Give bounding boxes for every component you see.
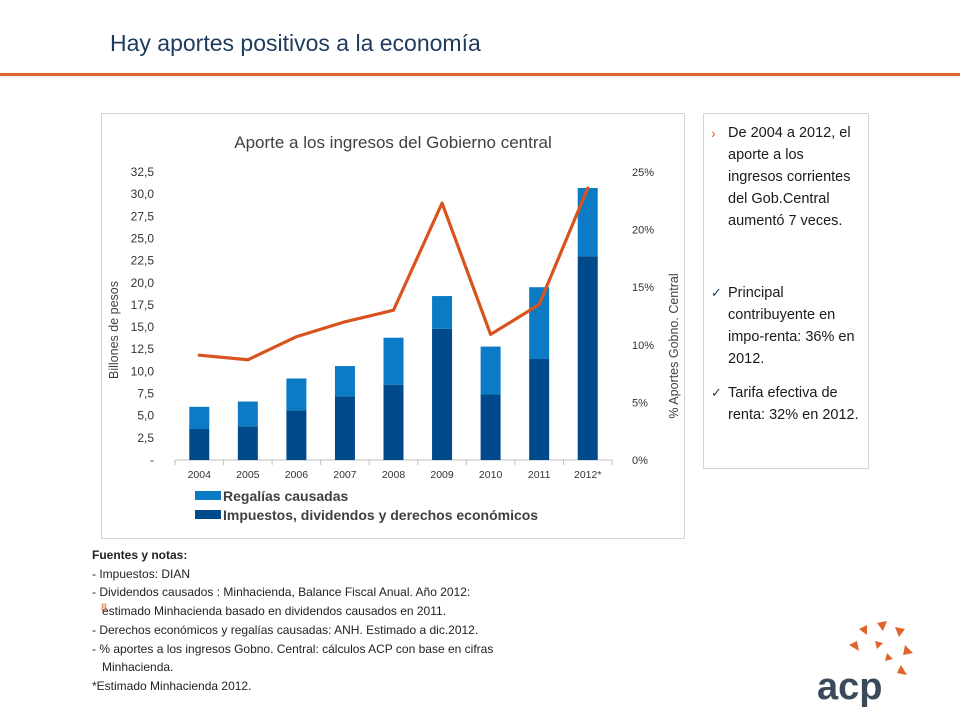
- y2-tick-label: 20%: [632, 225, 654, 237]
- chart-svg: Aporte a los ingresos del Gobierno centr…: [107, 133, 681, 523]
- logo-mark-icon: acp: [817, 621, 913, 708]
- x-tick-label: 2010: [479, 469, 503, 481]
- sources-notes: Fuentes y notas: - Impuestos: DIAN - Div…: [92, 546, 612, 696]
- title-divider: [0, 73, 960, 76]
- note-line: - Impuestos: DIAN: [92, 566, 191, 581]
- bullet-1: › De 2004 a 2012, el aporte a los ingres…: [711, 122, 862, 232]
- y2-tick-label: 10%: [632, 340, 654, 352]
- x-tick-label: 2004: [188, 469, 212, 481]
- bullet-1-text: De 2004 a 2012, el aporte a los ingresos…: [728, 125, 851, 229]
- y-tick-label: 2,5: [137, 431, 154, 445]
- bullet-3-text: Tarifa efectiva de renta: 32% en 2012.: [728, 385, 859, 423]
- x-tick-label: 2009: [430, 469, 454, 481]
- x-tick-label: 2007: [333, 469, 357, 481]
- legend-swatch: [195, 510, 221, 519]
- y2-tick-label: 25%: [632, 167, 654, 179]
- note-line: estimado Minhacienda basado en dividendo…: [102, 604, 447, 619]
- check-icon: ✓: [711, 385, 722, 400]
- y2-axis-title: % Aportes Gobno. Central: [667, 273, 681, 418]
- check-icon: ✓: [711, 285, 722, 300]
- chart-title: Aporte a los ingresos del Gobierno centr…: [234, 133, 552, 152]
- bar-impuestos: [383, 384, 404, 460]
- y-tick-label: 5,0: [137, 409, 154, 423]
- y-tick-label: 30,0: [131, 187, 155, 201]
- bar-impuestos: [529, 358, 550, 460]
- x-tick-label: 2008: [382, 469, 406, 481]
- side-panel: › De 2004 a 2012, el aporte a los ingres…: [703, 113, 869, 469]
- y-tick-label: 15,0: [131, 320, 155, 334]
- note-line: - Dividendos causados : Minhacienda, Bal…: [92, 585, 471, 600]
- bar-regalias: [189, 406, 210, 429]
- bar-regalias: [237, 401, 258, 427]
- y2-tick-label: 0%: [632, 455, 648, 467]
- note-line: *Estimado Minhacienda 2012.: [92, 678, 252, 693]
- bar-regalias: [286, 378, 307, 411]
- line-series-aportes: [197, 186, 590, 362]
- y-tick-label: -: [150, 453, 154, 467]
- bar-impuestos: [432, 328, 453, 460]
- bar-impuestos: [286, 410, 307, 460]
- legend-swatch: [195, 491, 221, 500]
- bar-regalias: [529, 287, 550, 359]
- y-axis-title: Billones de pesos: [107, 281, 121, 379]
- legend-label: Regalías causadas: [223, 488, 349, 504]
- x-tick-label: 2005: [236, 469, 260, 481]
- y-tick-label: 20,0: [131, 276, 155, 290]
- bar-regalias: [480, 346, 501, 395]
- slide-title: Hay aportes positivos a la economía: [110, 30, 481, 56]
- arrow-icon: ›: [711, 125, 716, 141]
- y2-tick-label: 5%: [632, 397, 648, 409]
- note-line: Minhacienda.: [102, 660, 174, 675]
- bar-impuestos: [334, 396, 355, 460]
- acp-logo: acp: [815, 617, 935, 708]
- legend-label: Impuestos, dividendos y derechos económi…: [223, 507, 538, 523]
- y-tick-label: 12,5: [131, 342, 155, 356]
- bar-impuestos: [237, 426, 258, 460]
- x-tick-label: 2011: [528, 469, 551, 481]
- notes-heading: Fuentes y notas:: [92, 548, 188, 562]
- y-tick-label: 22,5: [131, 254, 155, 268]
- bar-impuestos: [577, 256, 598, 460]
- y-tick-label: 17,5: [131, 298, 155, 312]
- bullet-2-text: Principal contribuyente en impo-renta: 3…: [728, 285, 855, 367]
- bar-regalias: [334, 366, 355, 397]
- bar-impuestos: [189, 428, 210, 460]
- x-tick-label: 2012*: [574, 469, 601, 481]
- y-tick-label: 32,5: [131, 165, 155, 179]
- logo-text: acp: [817, 666, 882, 707]
- y-tick-label: 7,5: [137, 387, 154, 401]
- note-line: - Derechos económicos y regalías causada…: [92, 622, 479, 637]
- y-tick-label: 27,5: [131, 209, 155, 223]
- bar-impuestos: [480, 394, 501, 460]
- bullet-3: ✓ Tarifa efectiva de renta: 32% en 2012.: [711, 382, 862, 426]
- chart-panel: Aporte a los ingresos del Gobierno centr…: [101, 113, 685, 539]
- page-number: 8: [101, 602, 108, 614]
- bullet-2: ✓ Principal contribuyente en impo-renta:…: [711, 282, 862, 370]
- bar-regalias: [383, 337, 404, 385]
- bar-regalias: [432, 296, 453, 329]
- y2-tick-label: 15%: [632, 282, 654, 294]
- y-tick-label: 10,0: [131, 364, 155, 378]
- y-tick-label: 25,0: [131, 231, 155, 245]
- note-line: - % aportes a los ingresos Gobno. Centra…: [92, 641, 494, 656]
- bar-regalias: [577, 187, 598, 257]
- x-tick-label: 2006: [285, 469, 309, 481]
